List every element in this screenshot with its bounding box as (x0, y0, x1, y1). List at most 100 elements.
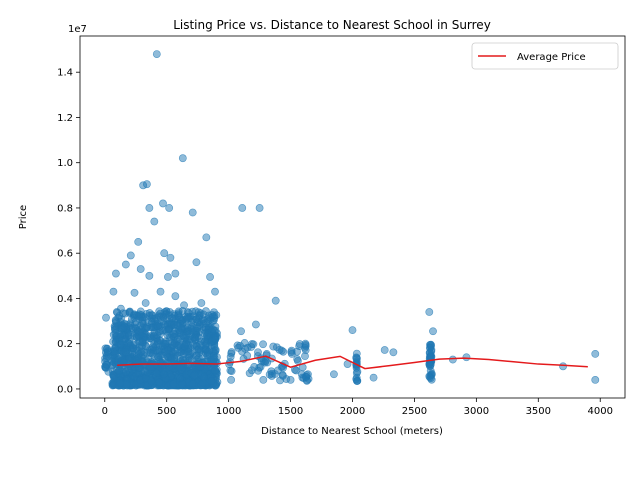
scatter-point (243, 351, 252, 360)
scatter-point (227, 375, 236, 384)
scatter-point (180, 342, 189, 351)
x-tick-label: 1000 (216, 406, 241, 417)
scatter-point (369, 373, 378, 382)
scatter-point (153, 322, 162, 331)
scatter-point (380, 346, 389, 354)
scatter-point (163, 346, 172, 355)
scatter-point (198, 315, 207, 324)
x-tick-label: 4000 (588, 406, 613, 417)
scatter-point (269, 342, 278, 351)
scatter-point (200, 329, 209, 338)
scatter-point (193, 324, 201, 333)
scatter-point (175, 313, 184, 322)
scatter-point (591, 375, 600, 384)
scatter-point (198, 378, 207, 387)
scatter-point (143, 322, 152, 331)
scatter-point (211, 287, 219, 296)
scatter-point (156, 287, 165, 296)
scatter-point (111, 329, 120, 338)
scatter-point (259, 375, 268, 384)
scatter-point (125, 331, 133, 339)
x-axis-ticks: 0 500 1000 1500 2000 2500 3000 3500 4000 (102, 398, 613, 417)
scatter-point (148, 311, 157, 320)
x-tick-label: 3000 (464, 406, 489, 417)
scatter-point (147, 377, 156, 386)
scatter-point (462, 353, 471, 362)
scatter-point (348, 326, 357, 335)
scatter-point (180, 301, 188, 310)
scatter-point (164, 273, 172, 281)
scatter-point (190, 371, 199, 380)
scatter-point (195, 334, 203, 342)
y-tick-label: 0.8 (57, 203, 73, 214)
scatter-point (135, 337, 144, 346)
x-tick-label: 500 (157, 406, 176, 417)
scatter-point (426, 360, 435, 369)
y-tick-label: 0.2 (57, 339, 73, 350)
scatter-point (248, 340, 256, 348)
scatter-point (293, 356, 302, 365)
scatter-point (118, 324, 127, 332)
average-price-line (117, 355, 588, 370)
scatter-point (175, 363, 184, 372)
scatter-point (166, 333, 175, 342)
scatter-point (166, 253, 175, 262)
scatter-point (145, 271, 154, 280)
scatter-point (591, 349, 600, 358)
scatter-point (101, 354, 110, 363)
scatter-point (352, 349, 361, 358)
scatter-point (101, 344, 110, 353)
scatter-point (429, 327, 437, 336)
y-axis-ticks: 0.0 0.2 0.4 0.6 0.8 1.0 1.2 1.4 (57, 68, 80, 395)
scatter-point (227, 367, 236, 376)
legend: Average Price (471, 42, 619, 70)
scatter-point (206, 273, 214, 281)
scatter-point (112, 318, 121, 327)
x-tick-label: 2000 (340, 406, 365, 417)
scatter-point (136, 265, 145, 273)
scatter-point (161, 320, 169, 329)
scatter-point (176, 348, 185, 357)
scatter-point (112, 269, 120, 278)
scatter-point (142, 180, 151, 189)
scatter-point (178, 380, 187, 389)
scatter-point (184, 347, 193, 356)
y-tick-label: 1.0 (57, 158, 73, 169)
scatter-point (109, 287, 118, 296)
scatter-point (102, 360, 111, 369)
scatter-point (134, 364, 143, 372)
x-tick-label: 1500 (278, 406, 303, 417)
scatter-point (251, 320, 260, 329)
y-axis-label: Price (18, 205, 29, 229)
scatter-point (352, 373, 361, 382)
scatter-point (234, 343, 243, 352)
scatter-point (202, 233, 211, 242)
scatter-point (209, 317, 217, 325)
legend-box (471, 42, 619, 70)
scatter-point (293, 347, 301, 356)
scatter-point (135, 310, 144, 319)
scatter-point (148, 349, 157, 358)
scatter-point (259, 340, 267, 349)
scatter-point (193, 346, 202, 354)
scatter-point (169, 380, 178, 388)
y-tick-label: 0.6 (57, 249, 73, 260)
scatter-point (159, 370, 168, 379)
x-tick-label: 3500 (526, 406, 551, 417)
scatter-point (152, 50, 161, 58)
scatter-point (301, 339, 310, 348)
scatter-point (197, 299, 206, 307)
scatter-point (205, 346, 214, 355)
scatter-point (559, 362, 567, 371)
scatter-point (150, 217, 159, 226)
scatter-point (304, 370, 312, 379)
scatter-point (211, 335, 220, 344)
scatter-point (183, 323, 192, 332)
scatter-point (237, 327, 245, 336)
scatter-point (116, 304, 125, 313)
scatter-point (238, 204, 247, 212)
scatter-point (116, 379, 124, 388)
scatter-point (121, 260, 130, 269)
scatter-point (160, 249, 169, 258)
